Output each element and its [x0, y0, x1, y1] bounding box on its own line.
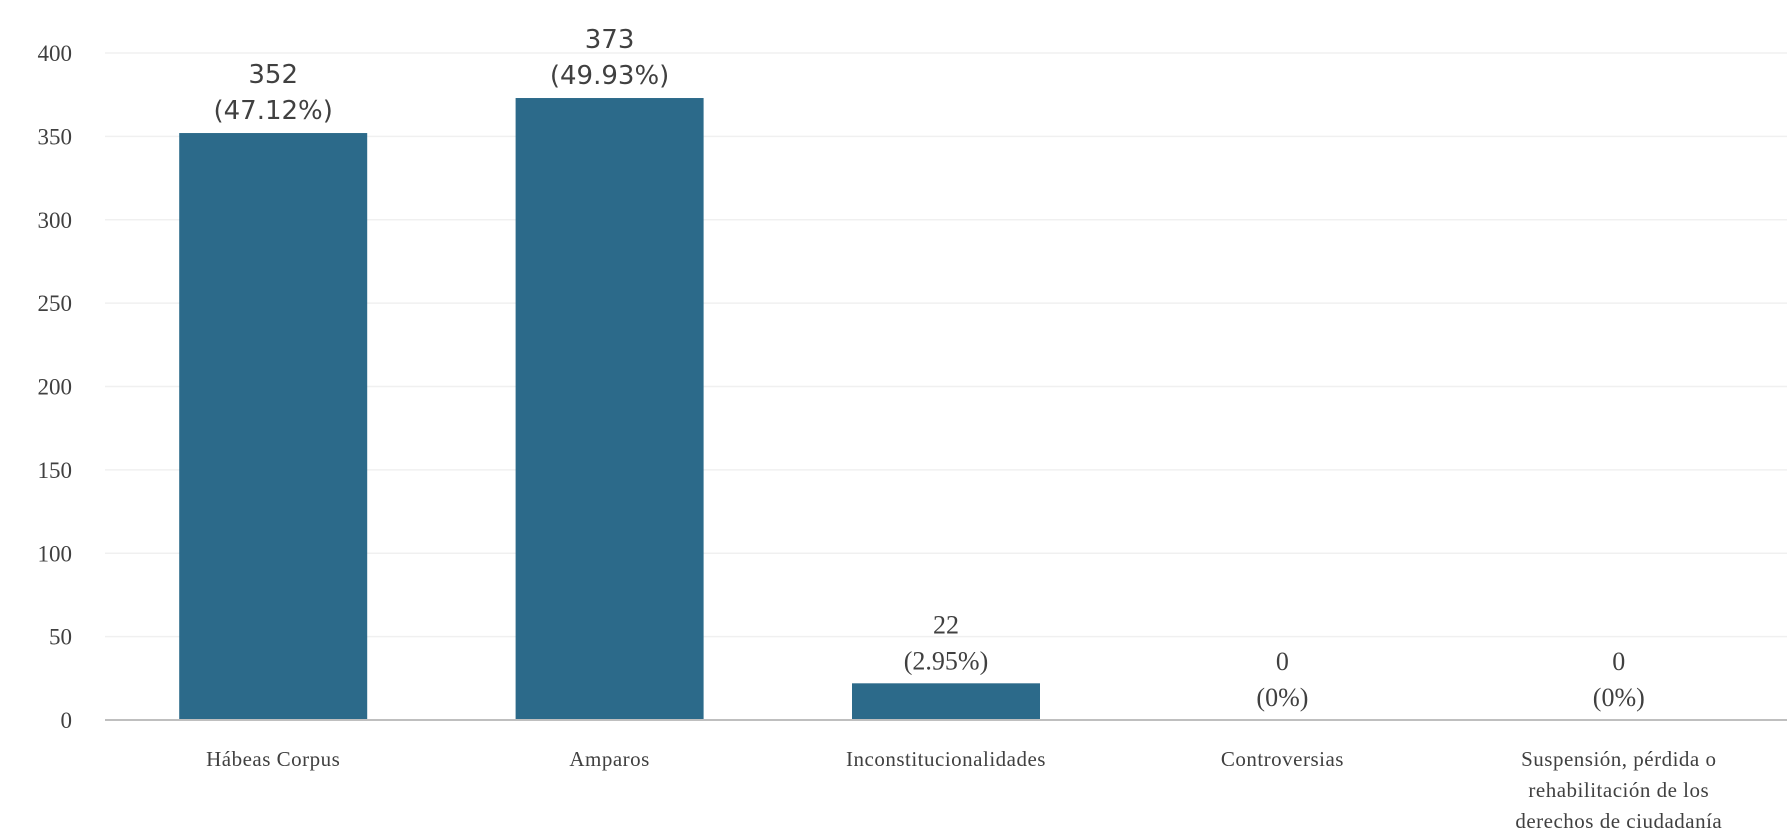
y-tick-label: 300 — [38, 208, 73, 233]
data-label: (0%) — [1256, 683, 1308, 712]
data-label: (47.12%) — [213, 96, 332, 126]
data-label: (49.93%) — [550, 61, 669, 91]
y-tick-label: 200 — [38, 375, 73, 400]
data-label: 22 — [933, 610, 959, 639]
data-label: 0 — [1276, 647, 1289, 676]
x-axis-categories: Hábeas Corpus Amparos Inconstitucionalidad… — [206, 747, 1722, 833]
gridlines — [105, 52, 1787, 638]
y-tick-label: 100 — [38, 541, 73, 566]
data-labels: 352 (47.12%) 373 (49.93%) 22 (2.95%) 0 (0%) 0 (0%… — [213, 25, 1644, 712]
y-tick-label: 350 — [38, 124, 73, 149]
y-tick-label: 0 — [61, 708, 73, 733]
x-category-label: Hábeas Corpus — [206, 747, 340, 771]
x-category-label: Controversias — [1221, 747, 1344, 771]
bar — [515, 98, 704, 720]
data-label: 0 — [1612, 647, 1625, 676]
bar — [852, 683, 1040, 720]
bars — [179, 98, 1040, 721]
y-axis-ticks: 0 50 100 150 200 250 300 350 400 — [38, 41, 73, 733]
y-tick-label: 250 — [38, 291, 73, 316]
x-category-label: Inconstitucionalidades — [846, 747, 1046, 771]
data-label: (0%) — [1593, 683, 1645, 712]
y-tick-label: 150 — [38, 458, 73, 483]
data-label: 352 — [248, 60, 298, 90]
y-tick-label: 400 — [38, 41, 73, 66]
data-label: 373 — [585, 25, 635, 55]
y-tick-label: 50 — [49, 625, 72, 650]
x-category-label: rehabilitación de los — [1528, 778, 1709, 802]
x-category-label: derechos de ciudadanía — [1515, 809, 1722, 833]
data-label: (2.95%) — [904, 646, 988, 675]
x-category-label: Suspensión, pérdida o — [1521, 747, 1716, 771]
bar — [179, 133, 368, 721]
x-category-label: Amparos — [569, 747, 650, 771]
